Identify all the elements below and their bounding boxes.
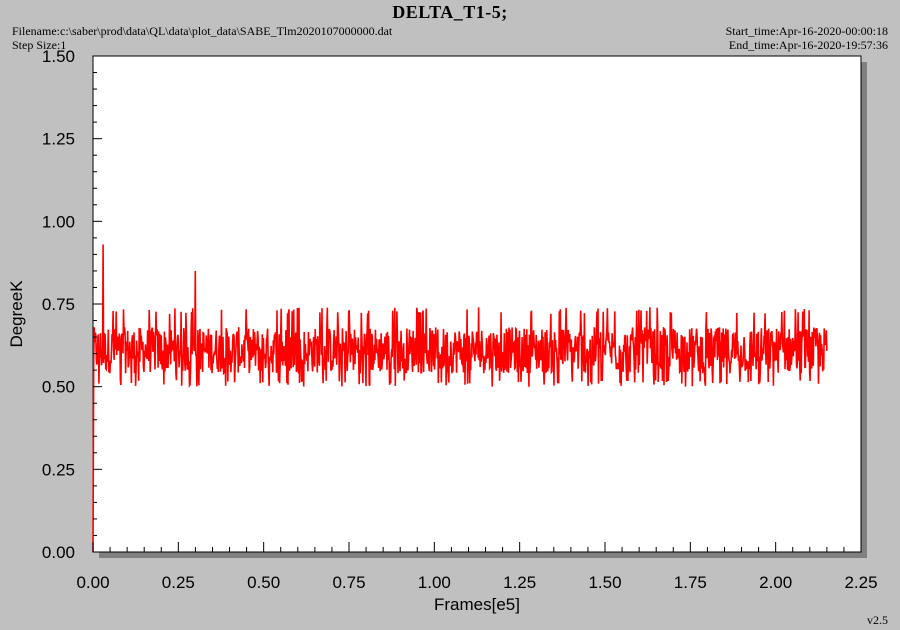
y-axis-label: DegreeK xyxy=(7,280,26,348)
end-time-text: End_time:Apr-16-2020-19:57:36 xyxy=(728,38,888,52)
x-tick-label: 0.75 xyxy=(332,573,365,592)
x-tick-label: 2.00 xyxy=(759,573,792,592)
x-tick-label: 1.75 xyxy=(674,573,707,592)
file-info: Filename:c:\saber\prod\data\QL\data\plot… xyxy=(12,24,392,52)
x-tick-label: 0.25 xyxy=(162,573,195,592)
x-tick-label: 1.25 xyxy=(503,573,536,592)
version-label: v2.5 xyxy=(867,613,888,627)
start-time-text: Start_time:Apr-16-2020-00:00:18 xyxy=(725,24,888,38)
x-tick-label: 2.25 xyxy=(844,573,877,592)
plot-area xyxy=(92,55,862,553)
filename-text: Filename:c:\saber\prod\data\QL\data\plot… xyxy=(12,24,393,38)
y-tick-label: 1.25 xyxy=(42,130,75,149)
y-axis: 0.00 0.25 0.50 0.75 1.00 1.25 1.50 xyxy=(42,47,102,562)
y-tick-label: 0.50 xyxy=(42,378,75,397)
x-axis-label: Frames[e5] xyxy=(434,595,520,614)
y-tick-label: 1.50 xyxy=(42,47,75,66)
y-tick-label: 1.00 xyxy=(42,212,75,231)
data-series-group xyxy=(92,244,828,553)
x-tick-label: 1.00 xyxy=(418,573,451,592)
x-tick-label: 0.00 xyxy=(76,573,109,592)
y-tick-label: 0.25 xyxy=(42,460,75,479)
x-axis: 0.00 0.25 0.50 0.75 1.00 1.25 1.50 1.75 2.00 2.25 xyxy=(76,542,878,592)
step-size-text: Step Size:1 xyxy=(12,38,67,52)
y-tick-label: 0.75 xyxy=(42,295,75,314)
time-info: Start_time:Apr-16-2020-00:00:18 End_time… xyxy=(726,24,888,52)
y-tick-label: 0.00 xyxy=(42,543,75,562)
chart-title: DELTA_T1-5; xyxy=(392,2,508,22)
series-line xyxy=(92,244,828,553)
x-tick-label: 1.50 xyxy=(588,573,621,592)
x-tick-label: 0.50 xyxy=(247,573,280,592)
